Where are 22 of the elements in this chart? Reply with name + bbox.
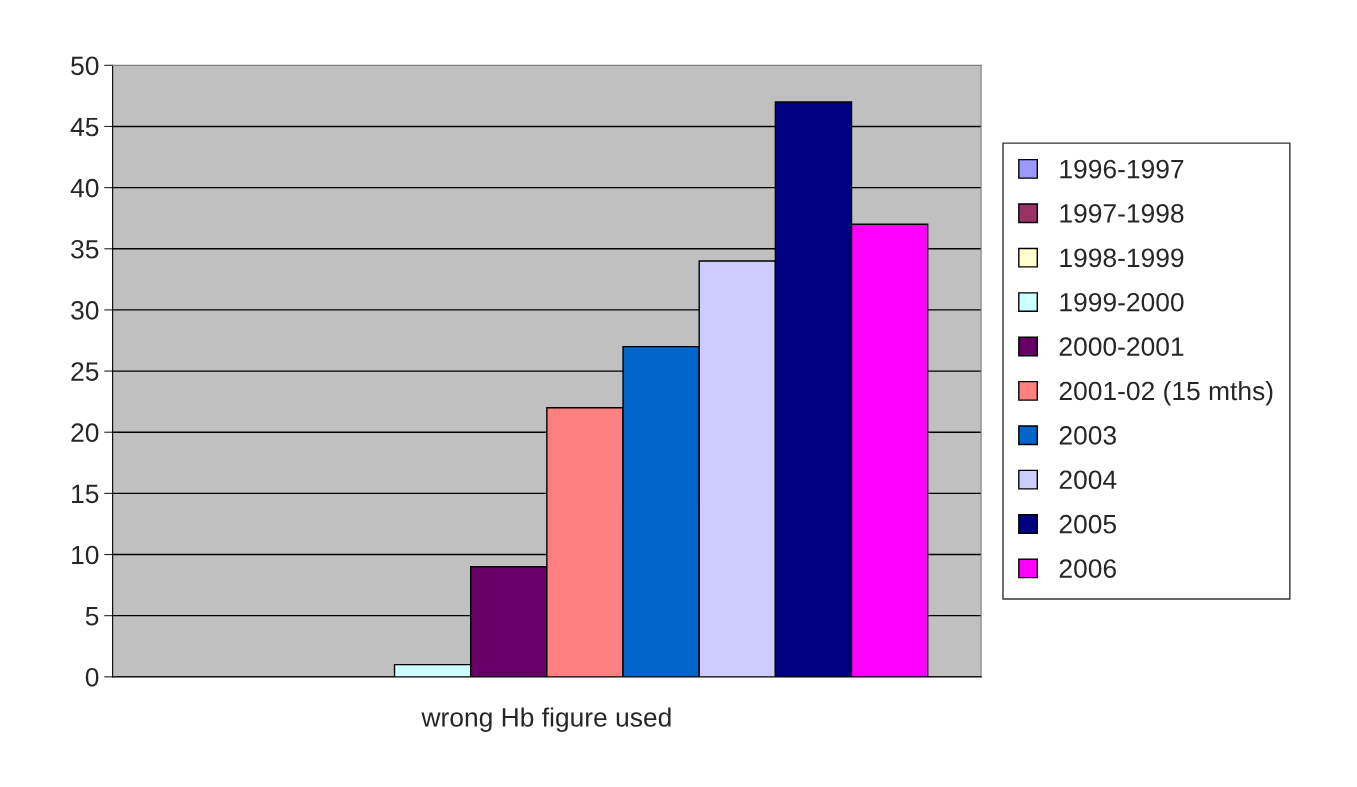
legend-label: 2000-2001 xyxy=(1059,337,1184,356)
y-tick-label: 10 xyxy=(72,545,99,565)
y-tick-label: 35 xyxy=(71,239,99,259)
legend-label: 1996-1997 xyxy=(1060,159,1184,179)
legend-label: 1998-1999 xyxy=(1060,248,1184,268)
legend-label: 1999-2000 xyxy=(1060,292,1184,312)
y-tick-label: 30 xyxy=(71,301,99,320)
legend-label: 1997-1998 xyxy=(1060,204,1184,223)
y-tick-label: 0 xyxy=(85,667,99,687)
legend-label: 2005 xyxy=(1059,514,1117,534)
y-tick-label: 45 xyxy=(70,117,99,137)
legend-label: 2006 xyxy=(1059,559,1116,578)
legend-label: 2001-02 (15 mths) xyxy=(1059,380,1273,406)
y-tick-label: 20 xyxy=(71,423,99,443)
y-tick-label: 40 xyxy=(70,178,99,198)
y-tick-label: 5 xyxy=(85,607,99,626)
legend-label: 2003 xyxy=(1059,426,1116,445)
y-tick-label: 25 xyxy=(71,362,99,381)
legend-label: 2004 xyxy=(1059,470,1117,490)
y-tick-label: 15 xyxy=(72,484,99,504)
y-tick-label: 50 xyxy=(71,56,99,76)
x-tick-label: wrong Hb figure used xyxy=(421,707,671,732)
